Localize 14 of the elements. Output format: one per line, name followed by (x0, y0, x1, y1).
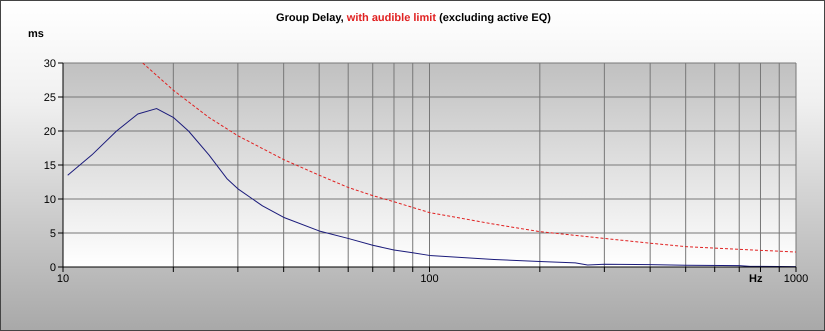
y-tick-label: 30 (44, 58, 56, 70)
chart-subtitle: (excluding active EQ) (439, 12, 551, 24)
y-tick-label: 5 (50, 228, 56, 240)
y-tick-label: 25 (44, 92, 56, 104)
y-tick-label: 20 (44, 126, 56, 138)
y-tick-label: 0 (50, 262, 56, 274)
y-tick-label: 15 (44, 160, 56, 172)
x-tick-label: 1000 (784, 272, 808, 285)
x-tick-label: 100 (420, 272, 439, 285)
text: with audible limit (346, 12, 436, 24)
x-axis-title: Hz (749, 273, 762, 285)
y-axis-title: ms (28, 28, 44, 40)
y-tick-label: 10 (44, 194, 56, 206)
chart-title: Group Delay, (276, 12, 344, 24)
